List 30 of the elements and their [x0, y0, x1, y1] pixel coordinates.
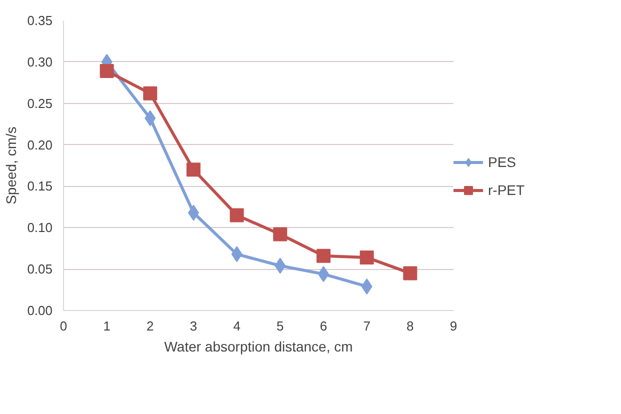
point [100, 64, 114, 78]
y-tick-label: 0.35 [27, 13, 53, 28]
y-tick-label: 0.10 [27, 220, 53, 236]
x-tick-label: 7 [363, 318, 370, 334]
x-axis-title: Water absorption distance, cm [164, 338, 353, 354]
x-tick-label: 0 [60, 318, 68, 334]
y-tick-label: 0.25 [27, 96, 53, 111]
point [230, 208, 244, 222]
y-tick-label: 0.00 [27, 303, 53, 318]
x-tick-label: 1 [103, 318, 110, 334]
point [273, 227, 288, 242]
y-tick-label: 0.20 [27, 137, 53, 152]
x-tick-label: 9 [450, 318, 458, 334]
y-axis-title: Speed, cm/s [3, 126, 20, 204]
legend-label: PES [488, 154, 516, 170]
x-tick-label: 5 [276, 318, 284, 334]
x-tick-label: 3 [190, 318, 198, 334]
y-tick-label: 0.30 [27, 54, 53, 70]
point [143, 86, 158, 100]
x-tick-label: 8 [406, 318, 414, 334]
y-tick-label: 0.05 [27, 262, 53, 277]
x-tick-label: 6 [320, 318, 328, 334]
x-tick-label: 4 [233, 318, 240, 334]
legend-label: r-PET [488, 182, 525, 198]
point [316, 248, 330, 263]
y-tick-label: 0.15 [27, 178, 53, 194]
point [186, 162, 200, 177]
point [360, 250, 374, 264]
point [403, 266, 418, 280]
x-tick-label: 2 [146, 318, 154, 334]
